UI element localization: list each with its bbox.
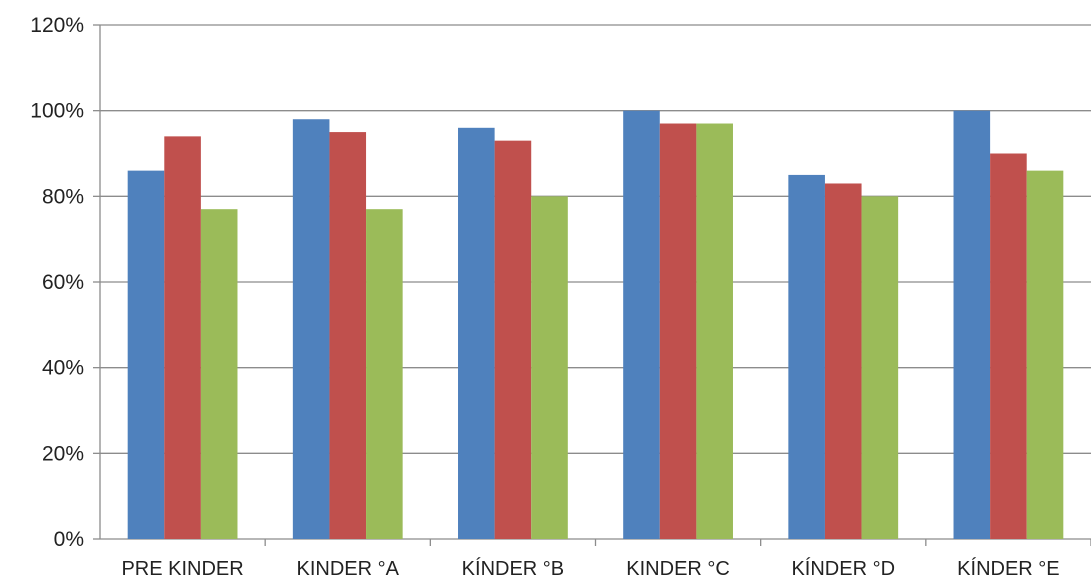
bar-series-3-2 xyxy=(366,209,403,539)
bar-series-1-6 xyxy=(953,110,991,540)
bar-series-1-3 xyxy=(458,127,495,540)
bar-series-2-5 xyxy=(824,183,862,539)
bar-series-3-3 xyxy=(531,196,568,540)
x-category-label: KINDER °C xyxy=(626,558,730,580)
y-tick-label: 60% xyxy=(42,271,84,294)
bar-series-1-1 xyxy=(127,170,165,539)
bar-series-3-5 xyxy=(861,196,899,540)
bar-series-2-4 xyxy=(659,123,697,540)
y-tick-label: 20% xyxy=(42,442,84,465)
bar-series-3-6 xyxy=(1026,170,1064,539)
bar-series-2-2 xyxy=(329,132,367,540)
y-tick-label: 120% xyxy=(30,14,84,37)
x-category-label: PRE KINDER xyxy=(121,558,243,580)
bar-series-2-3 xyxy=(494,140,532,539)
bar-series-1-4 xyxy=(623,110,660,540)
bar-series-1-2 xyxy=(292,119,330,539)
x-category-label: KINDER °A xyxy=(297,558,400,580)
y-tick-label: 80% xyxy=(42,185,84,208)
bar-series-2-6 xyxy=(990,153,1027,539)
x-category-label: KÍNDER °B xyxy=(462,557,564,580)
y-tick-label: 0% xyxy=(54,528,84,551)
bar-series-2-1 xyxy=(164,136,201,539)
bar-series-3-1 xyxy=(200,209,238,539)
bar-series-3-4 xyxy=(696,123,733,540)
y-tick-label: 40% xyxy=(42,357,84,380)
y-tick-label: 100% xyxy=(30,100,84,123)
x-category-label: KÍNDER °E xyxy=(957,557,1059,580)
x-category-label: KÍNDER °D xyxy=(791,557,895,580)
bar-series-1-5 xyxy=(788,174,825,539)
